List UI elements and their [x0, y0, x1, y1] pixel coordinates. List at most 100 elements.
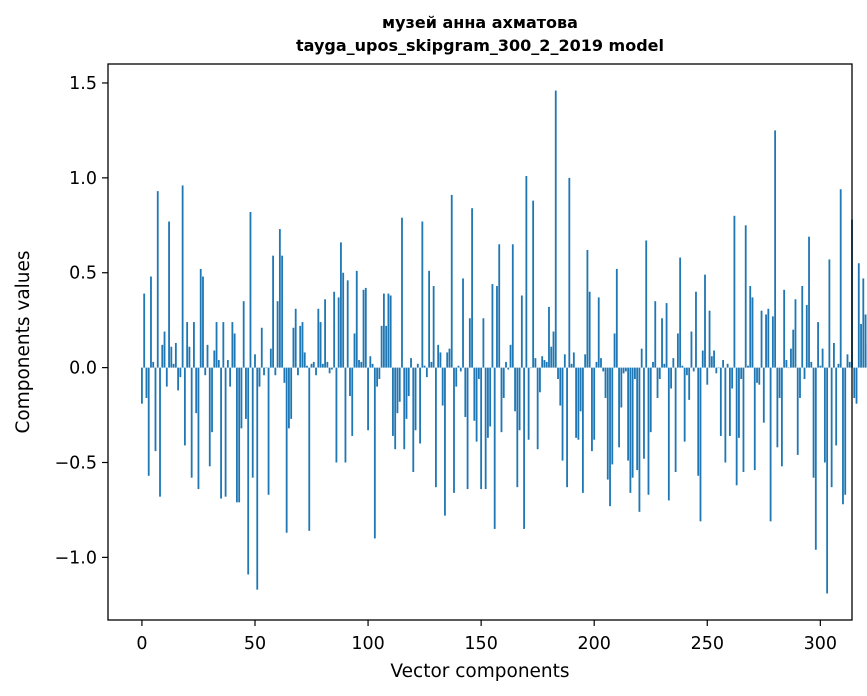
bar	[552, 331, 555, 368]
bar	[826, 367, 829, 594]
bar	[403, 367, 406, 450]
bar	[263, 367, 265, 376]
bar	[464, 367, 467, 417]
bar	[337, 297, 340, 368]
bar	[330, 367, 333, 370]
bar	[306, 365, 308, 368]
bar	[602, 367, 605, 372]
bar	[145, 367, 148, 398]
bar	[310, 363, 313, 368]
bar	[527, 367, 530, 440]
bar	[629, 367, 632, 493]
bar	[523, 367, 525, 529]
bar	[799, 367, 801, 398]
bar	[835, 367, 838, 446]
bar	[656, 367, 659, 398]
bar	[609, 367, 611, 507]
bar	[758, 367, 761, 385]
bar	[593, 367, 596, 440]
bar	[545, 361, 548, 368]
bar	[340, 242, 342, 368]
bar	[581, 367, 584, 493]
bar	[355, 270, 358, 368]
bar	[288, 367, 290, 429]
bar	[315, 367, 317, 376]
bar	[726, 363, 729, 368]
bar	[778, 367, 781, 398]
bar	[823, 367, 826, 463]
bar	[842, 367, 844, 505]
bar	[382, 293, 385, 368]
bar	[541, 356, 544, 368]
bar	[267, 367, 270, 495]
bar	[796, 367, 799, 455]
bar	[810, 361, 813, 368]
bar	[159, 367, 161, 497]
bar	[588, 291, 591, 368]
bar	[611, 367, 614, 465]
bar	[728, 367, 731, 436]
bar	[396, 367, 399, 414]
bar	[389, 295, 392, 368]
bar	[199, 268, 202, 368]
bar	[401, 217, 403, 368]
bar	[511, 244, 514, 368]
bar	[771, 316, 774, 368]
bar	[448, 348, 451, 368]
bar	[561, 367, 564, 461]
bar	[756, 367, 758, 383]
bar	[529, 367, 532, 369]
bar	[215, 322, 218, 368]
bar	[344, 367, 347, 463]
bar	[358, 360, 360, 368]
bar	[378, 367, 381, 380]
bar	[563, 354, 566, 368]
bar	[407, 367, 410, 397]
y-tick-label: 0.0	[69, 359, 97, 379]
bar	[738, 367, 740, 438]
bar	[480, 367, 483, 490]
bar	[369, 356, 372, 368]
bar	[740, 367, 743, 380]
bar	[640, 348, 643, 368]
bar	[211, 367, 213, 433]
bar	[652, 361, 654, 368]
bar	[321, 363, 324, 368]
x-axis-label: Vector components	[390, 661, 569, 682]
bar	[780, 367, 783, 467]
bar	[493, 367, 496, 529]
x-axis-ticks: 0 50 100 150 200 250 300	[136, 620, 837, 654]
x-tick-label: 300	[804, 634, 837, 654]
bar	[604, 367, 607, 398]
bar	[161, 344, 164, 368]
bar	[688, 367, 691, 400]
bar	[647, 367, 650, 495]
bar	[412, 367, 415, 472]
bar	[432, 286, 435, 368]
bar	[437, 344, 440, 368]
bar	[172, 363, 175, 368]
x-tick-label: 250	[691, 634, 724, 654]
y-tick-label: 1.5	[69, 74, 97, 94]
bar	[254, 354, 256, 368]
bar	[373, 367, 376, 539]
bar	[844, 367, 847, 495]
bar	[767, 308, 770, 368]
bar	[439, 352, 442, 368]
bar	[744, 225, 747, 368]
bar	[715, 367, 718, 374]
bar	[459, 367, 462, 372]
bar	[190, 367, 193, 478]
bar	[371, 363, 374, 368]
bar	[229, 367, 232, 387]
bars-group	[141, 90, 867, 594]
bar	[174, 342, 177, 368]
bar	[645, 240, 648, 368]
bar	[839, 189, 842, 368]
bar	[181, 185, 184, 368]
bar	[251, 367, 254, 478]
bar	[394, 367, 397, 450]
bar	[731, 367, 734, 389]
bar	[570, 363, 573, 368]
bar	[141, 367, 143, 404]
